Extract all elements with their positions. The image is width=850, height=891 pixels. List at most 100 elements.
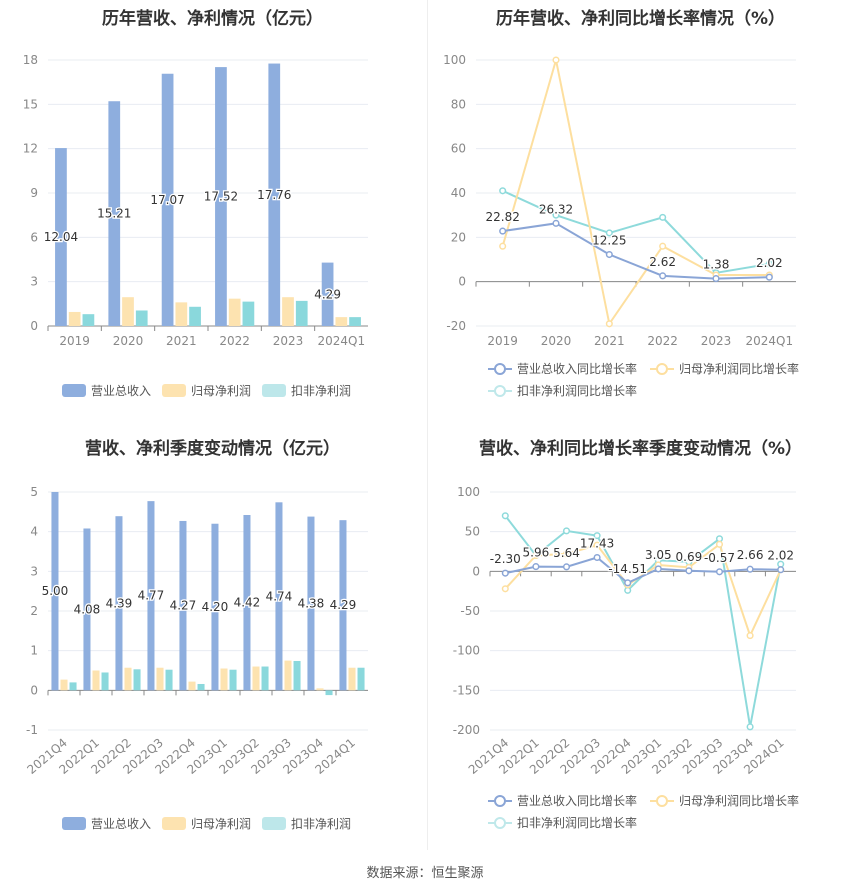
legend-item-revenue-growth[interactable]: 营业总收入同比增长率 [488,792,637,809]
y-tick-label: 0 [30,319,38,333]
y-tick-label: 5 [30,485,38,499]
bar-revenue [307,516,315,691]
y-tick-label: 18 [23,53,38,67]
data-label: -2.30 [490,552,521,566]
y-tick-label: -1 [26,723,38,737]
legend-label: 扣非净利润 [291,817,352,831]
legend-item-deducted-profit[interactable]: 扣非净利润 [262,382,351,399]
legend-swatch [62,817,86,830]
data-point [624,586,632,594]
legend-label: 营业总收入同比增长率 [517,362,638,376]
data-label: 2.02 [767,549,794,563]
y-tick-label: 15 [23,97,38,111]
data-point [552,211,560,219]
y-tick-label: 0 [458,275,466,289]
data-label: 5.64 [553,546,580,560]
data-label: 4.20 [202,600,229,614]
legend-item-net-growth[interactable]: 归母净利润同比增长率 [650,360,799,377]
bar-net-profit [188,681,196,691]
legend-item-revenue[interactable]: 营业总收入 [62,382,151,399]
data-label: 26.32 [539,202,573,216]
data-point [605,250,613,259]
chart-svg: 0 3 6 9 12 15 18 2019 2020 2021 2022 2023 2024Q1 12.0… [23,53,368,348]
bar-revenue [179,520,187,691]
data-label: 12.04 [44,230,78,244]
y-tick-label: 80 [451,97,466,111]
data-point [624,579,632,587]
legend-label: 扣非净利润同比增长率 [517,816,638,830]
legend-item-net-profit[interactable]: 归母净利润 [162,382,251,399]
bar-deducted-profit [133,669,141,691]
data-label: 17.76 [257,188,291,202]
data-label: 17.43 [580,537,614,551]
bar-net-profit [175,302,188,326]
legend-swatch [488,816,512,829]
y-tick-label: 9 [30,186,38,200]
data-point [501,569,509,577]
data-point [746,632,754,640]
bar-net-profit [335,317,348,326]
x-tick-label: 2021 [594,334,625,348]
data-label: 15.21 [97,207,131,221]
data-point [501,585,509,593]
data-label: 12.25 [592,234,626,248]
data-label: 5.96 [523,546,550,560]
bar-deducted-profit [101,672,109,691]
series-line-deducted [502,189,770,274]
chart-svg: -20 0 20 40 60 80 100 2019 2020 2021 2022 2023 2024Q… [443,53,796,348]
legend-label: 营业总收入 [91,384,152,398]
chart-legend: 营业总收入同比增长率 归母净利润同比增长率 扣非净利润同比增长率 [428,360,850,404]
chart-title: 历年营收、净利同比增长率情况（%） [495,9,786,29]
y-tick-label: 40 [451,186,466,200]
bar-deducted-profit [357,667,365,691]
x-tick-label: 2019 [59,334,90,348]
legend-item-deducted-profit[interactable]: 扣非净利润 [262,815,351,832]
y-tick-label: 20 [451,230,466,244]
chart-title: 营收、净利同比增长率季度变动情况（%） [478,439,803,459]
legend-label: 扣非净利润同比增长率 [517,384,638,398]
y-tick-label: 12 [23,142,38,156]
data-label: 4.27 [170,599,197,613]
y-tick-label: 100 [443,53,466,67]
x-tick-label: 2022 [647,334,678,348]
legend-item-net-profit[interactable]: 归母净利润 [162,815,251,832]
bar-net-profit [60,679,68,691]
bar-deducted-profit [261,666,269,691]
data-label: 2.66 [737,548,764,562]
y-tick-label: 4 [30,525,38,539]
legend-item-deducted-growth[interactable]: 扣非净利润同比增长率 [488,382,637,399]
y-tick-label: 0 [30,683,38,697]
y-tick-label: 6 [30,230,38,244]
chart-legend: 营业总收入 归母净利润 扣非净利润 [0,382,425,402]
legend-swatch [488,362,512,375]
bar-net-profit [124,667,132,691]
data-point [746,723,754,731]
bar-revenue [115,516,123,691]
bar-net-profit [284,660,292,691]
data-point [765,260,773,268]
legend-item-deducted-growth[interactable]: 扣非净利润同比增长率 [488,814,637,831]
data-source-note: 数据来源：恒生聚源 [366,866,484,881]
bar-deducted-profit [165,669,173,691]
legend-label: 归母净利润 [191,384,252,398]
legend-item-revenue-growth[interactable]: 营业总收入同比增长率 [488,360,637,377]
bar-revenue [51,492,59,691]
data-point [746,565,754,573]
y-tick-label: -150 [453,683,480,697]
y-tick-label: -100 [453,644,480,658]
y-tick-label: 100 [457,485,480,499]
bar-revenue [211,523,219,691]
data-label: 4.08 [74,602,101,616]
bar-deducted-profit [135,310,148,326]
y-tick-label: -200 [453,723,480,737]
bar-deducted-profit [229,669,237,691]
legend-item-net-growth[interactable]: 归母净利润同比增长率 [650,792,799,809]
legend-item-revenue[interactable]: 营业总收入 [62,815,151,832]
bar-deducted-profit [295,300,308,326]
legend-swatch [488,384,512,397]
data-label: 1.38 [703,258,730,272]
data-label: 17.52 [204,190,238,204]
bar-net-profit [316,688,324,691]
chart-annual-growth-rate: 历年营收、净利同比增长率情况（%） -20 0 20 40 60 80 100 2019 202… [428,0,850,430]
data-point [552,219,560,227]
